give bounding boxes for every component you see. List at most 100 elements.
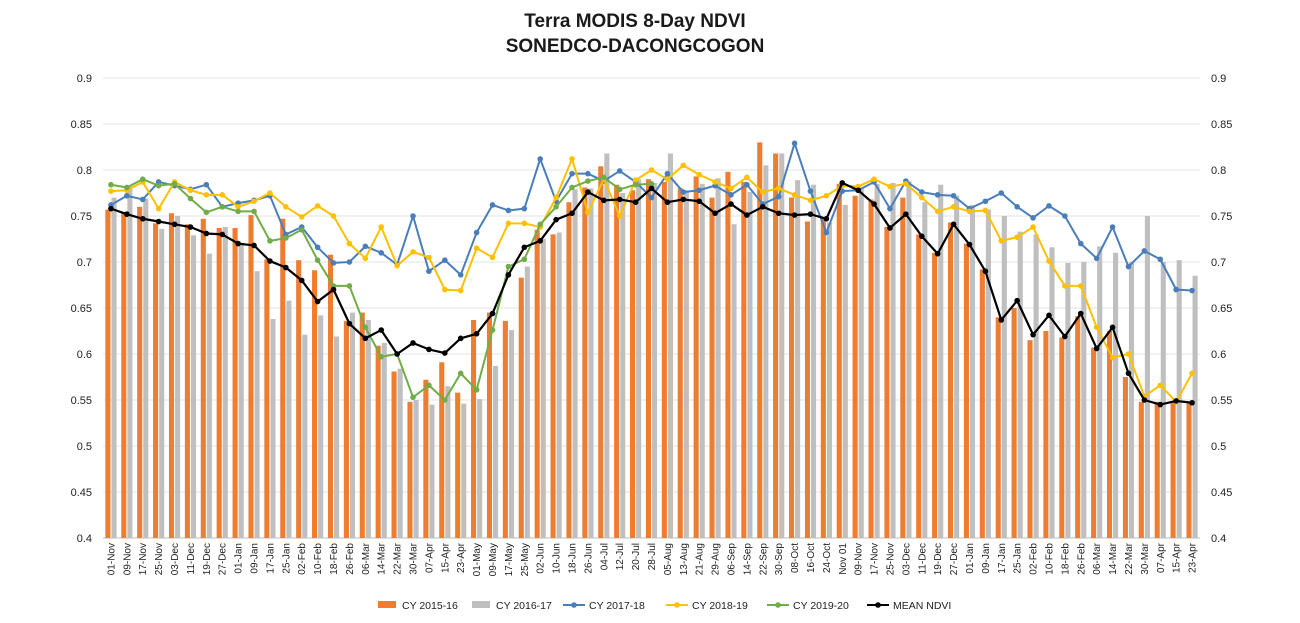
bar-cy-2015-16 — [407, 401, 413, 538]
point-cy-2017-18 — [537, 156, 544, 162]
bars-layer — [105, 142, 1198, 539]
bar-cy-2015-16 — [1027, 340, 1033, 538]
point-cy-2017-18 — [330, 260, 337, 266]
point-mean-ndvi — [1157, 401, 1164, 408]
point-cy-2019-20 — [648, 181, 655, 187]
point-cy-2017-18 — [950, 192, 957, 199]
point-mean-ndvi — [251, 242, 257, 249]
y-tick-label-right: 0.4 — [1211, 533, 1226, 545]
bar-cy-2016-17 — [858, 188, 864, 538]
point-mean-ndvi — [1093, 345, 1100, 352]
point-cy-2017-18 — [124, 192, 130, 199]
point-cy-2018-19 — [410, 249, 416, 255]
bar-cy-2016-17 — [1113, 252, 1119, 539]
chart-subtitle: SONEDCO-DACONGCOGON — [506, 36, 765, 57]
bar-cy-2016-17 — [1033, 234, 1039, 538]
point-cy-2017-18 — [378, 250, 385, 256]
point-mean-ndvi — [1189, 399, 1195, 406]
point-mean-ndvi — [1141, 397, 1148, 403]
bar-cy-2015-16 — [979, 269, 985, 538]
bar-cy-2015-16 — [709, 197, 715, 538]
bar-cy-2015-16 — [804, 221, 810, 538]
point-mean-ndvi — [171, 221, 178, 228]
point-cy-2017-18 — [521, 205, 528, 212]
x-tick-label: 10-Feb — [313, 543, 324, 575]
point-cy-2018-19 — [950, 204, 957, 210]
point-cy-2018-19 — [442, 286, 448, 293]
bar-cy-2015-16 — [1138, 401, 1144, 538]
bar-cy-2016-17 — [206, 253, 212, 538]
x-tick-label: 09-Jan — [250, 543, 261, 574]
x-tick-label: 09-Nov — [122, 543, 133, 575]
bar-cy-2016-17 — [699, 183, 705, 539]
point-mean-ndvi — [1030, 331, 1036, 338]
point-cy-2017-18 — [314, 244, 321, 251]
x-tick-label: 01-May — [472, 543, 483, 576]
bar-cy-2016-17 — [1192, 275, 1198, 538]
point-mean-ndvi — [1014, 297, 1020, 304]
bar-cy-2016-17 — [1065, 262, 1071, 538]
point-mean-ndvi — [108, 205, 114, 212]
bar-cy-2016-17 — [715, 178, 721, 538]
point-mean-ndvi — [314, 298, 321, 305]
x-tick-label: 22-Mar — [1124, 542, 1135, 574]
point-mean-ndvi — [585, 189, 591, 195]
point-mean-ndvi — [219, 231, 226, 238]
bar-cy-2016-17 — [922, 202, 928, 538]
bar-cy-2015-16 — [296, 260, 302, 538]
point-mean-ndvi — [616, 196, 623, 203]
point-cy-2018-19 — [791, 192, 798, 198]
point-cy-2018-19 — [712, 179, 718, 185]
bar-cy-2016-17 — [954, 195, 960, 538]
y-tick-label-left: 0.6 — [77, 349, 92, 361]
point-mean-ndvi — [664, 199, 671, 205]
y-tick-label-right: 0.85 — [1211, 119, 1232, 131]
point-mean-ndvi — [457, 335, 464, 342]
bar-cy-2015-16 — [391, 371, 397, 538]
legend-marker-mean-ndvi — [875, 602, 881, 608]
bar-cy-2015-16 — [773, 153, 779, 538]
point-cy-2018-19 — [330, 213, 337, 219]
point-cy-2017-18 — [426, 268, 432, 275]
bar-cy-2016-17 — [795, 180, 801, 538]
y-tick-label-right: 0.75 — [1211, 211, 1232, 223]
point-cy-2017-18 — [1093, 255, 1100, 262]
point-cy-2017-18 — [1157, 256, 1164, 263]
bar-cy-2015-16 — [502, 320, 508, 538]
point-mean-ndvi — [553, 216, 559, 223]
point-cy-2017-18 — [616, 168, 623, 174]
bar-cy-2015-16 — [200, 218, 206, 538]
x-tick-label: 25-Nov — [885, 543, 896, 575]
x-tick-label: 21-Aug — [695, 543, 706, 575]
point-cy-2017-18 — [744, 181, 750, 188]
x-tick-label: 30-Sep — [774, 543, 785, 576]
point-cy-2018-19 — [505, 220, 512, 227]
x-tick-label: 19-Dec — [933, 543, 944, 575]
point-cy-2019-20 — [139, 176, 146, 182]
x-tick-label: 01-Jan — [234, 543, 245, 574]
x-tick-label: 09-Jan — [981, 543, 992, 574]
x-tick-label: 17-Jan — [265, 543, 276, 574]
point-mean-ndvi — [330, 286, 337, 293]
point-cy-2019-20 — [616, 186, 623, 193]
point-cy-2018-19 — [1062, 283, 1068, 289]
x-tick-label: 26-Jun — [583, 543, 594, 574]
x-tick-label: 14-Mar — [1108, 542, 1119, 574]
point-cy-2017-18 — [998, 190, 1005, 196]
bar-cy-2016-17 — [111, 197, 117, 538]
y-axis-left: 0.4 0.45 0.5 0.55 0.6 0.65 0.7 0.75 0.8 0.85 0.9 — [71, 73, 92, 545]
point-cy-2017-18 — [982, 198, 989, 205]
bar-cy-2016-17 — [397, 368, 403, 538]
bar-cy-2015-16 — [471, 319, 477, 538]
bar-cy-2015-16 — [359, 312, 365, 538]
point-cy-2018-19 — [648, 167, 655, 173]
bar-cy-2015-16 — [439, 362, 445, 538]
point-mean-ndvi — [537, 238, 544, 244]
bar-cy-2015-16 — [264, 259, 270, 538]
bar-cy-2016-17 — [127, 186, 133, 538]
bar-cy-2015-16 — [916, 234, 922, 538]
bar-cy-2015-16 — [995, 317, 1001, 538]
y-tick-label-left: 0.9 — [77, 73, 92, 85]
bar-cy-2016-17 — [445, 386, 451, 538]
legend-swatch-cy-2016-17 — [472, 601, 490, 608]
